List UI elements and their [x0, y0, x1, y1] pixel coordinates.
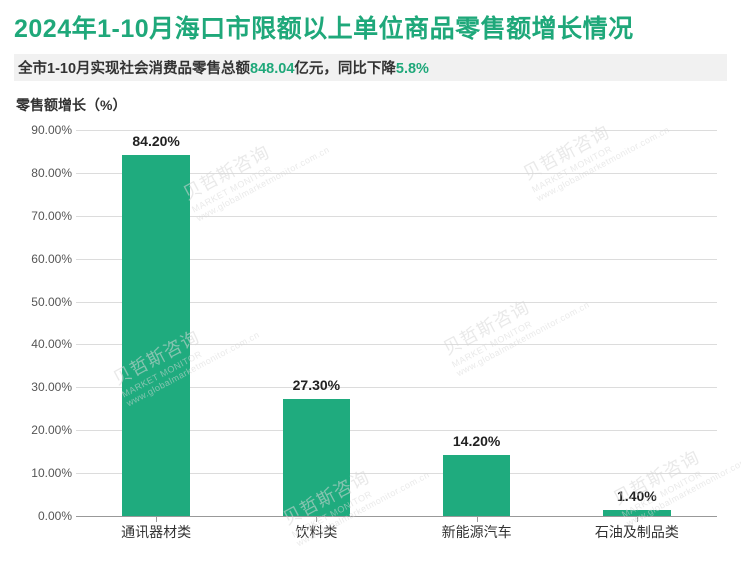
bar-value-label: 1.40% — [567, 488, 707, 504]
y-tick-label: 90.00% — [14, 123, 72, 137]
x-tick-label: 石油及制品类 — [595, 522, 679, 542]
subtitle-pre: 全市1-10月实现社会消费品零售总额 — [18, 61, 250, 77]
grid-line — [76, 130, 717, 131]
subtitle-mid: 亿元，同比下降 — [294, 61, 396, 77]
y-tick-label: 70.00% — [14, 209, 72, 223]
x-axis-line — [76, 516, 717, 517]
bar — [443, 455, 510, 516]
y-tick-label: 30.00% — [14, 380, 72, 394]
subtitle-amount: 848.04 — [250, 61, 294, 77]
bar — [122, 155, 189, 516]
y-tick-label: 0.00% — [14, 509, 72, 523]
y-axis-title: 零售额增长（%） — [0, 87, 741, 115]
y-tick-label: 20.00% — [14, 423, 72, 437]
bar — [283, 399, 350, 516]
x-tick-label: 新能源汽车 — [442, 522, 512, 542]
y-tick-label: 80.00% — [14, 166, 72, 180]
x-tick-label: 通讯器材类 — [121, 522, 191, 542]
y-tick-label: 10.00% — [14, 466, 72, 480]
subtitle-pct: 5.8% — [396, 61, 429, 77]
y-tick-label: 50.00% — [14, 295, 72, 309]
bar-value-label: 84.20% — [86, 133, 226, 149]
subtitle-bar: 全市1-10月实现社会消费品零售总额848.04亿元，同比下降5.8% — [14, 54, 727, 81]
bar-chart: 84.20% 27.30% 14.20% 1.40% 0.00% 10.00% 20.00… — [14, 122, 727, 552]
bar-value-label: 14.20% — [407, 433, 547, 449]
x-tick-label: 饮料类 — [295, 522, 337, 542]
page-title: 2024年1-10月海口市限额以上单位商品零售额增长情况 — [0, 0, 741, 52]
plot-area: 84.20% 27.30% 14.20% 1.40% — [76, 130, 717, 516]
y-tick-label: 60.00% — [14, 252, 72, 266]
y-tick-label: 40.00% — [14, 337, 72, 351]
bar-value-label: 27.30% — [246, 377, 386, 393]
